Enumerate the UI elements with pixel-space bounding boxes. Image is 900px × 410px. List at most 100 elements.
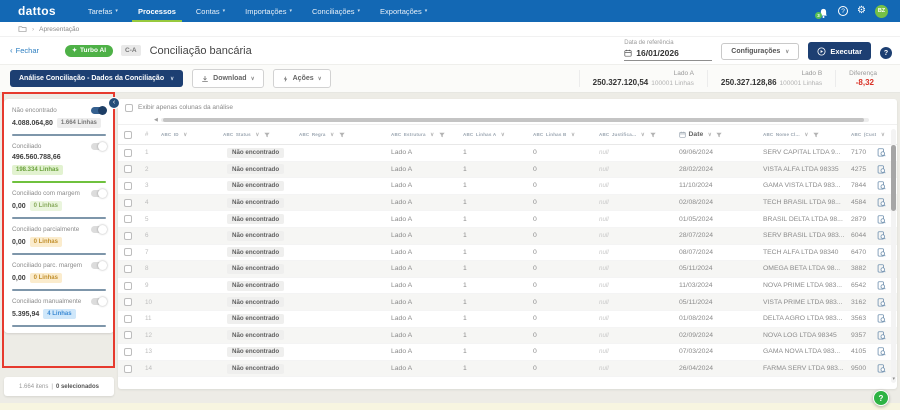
row-checkbox[interactable] <box>124 215 132 224</box>
table-row[interactable]: 13 Não encontrado Lado A 1 0 null 07/03/… <box>118 344 897 361</box>
row-checkbox[interactable] <box>124 165 132 174</box>
document-preview-icon[interactable] <box>877 148 886 157</box>
table-row[interactable]: 9 Não encontrado Lado A 1 0 null 11/03/2… <box>118 278 897 295</box>
nav-item[interactable]: Contas ▾ <box>186 0 235 22</box>
sort-chevron-icon[interactable]: ∨ <box>804 131 809 138</box>
vertical-scrollbar-thumb[interactable] <box>891 145 896 211</box>
column-header[interactable]: ABC Linhas A ∨ <box>460 132 530 138</box>
document-preview-icon[interactable] <box>877 331 886 340</box>
column-header[interactable]: ABC Nome Cl... ∨ <box>760 132 848 138</box>
table-row[interactable]: 12 Não encontrado Lado A 1 0 null 02/09/… <box>118 327 897 345</box>
toggle-switch[interactable] <box>91 225 107 234</box>
toggle-switch[interactable] <box>91 142 107 151</box>
document-preview-icon[interactable] <box>877 165 886 174</box>
sort-chevron-icon[interactable]: ∨ <box>183 131 188 138</box>
row-checkbox[interactable] <box>124 281 132 290</box>
hscroll-track[interactable] <box>160 118 869 122</box>
row-checkbox[interactable] <box>124 347 132 356</box>
toggle-switch[interactable] <box>91 189 107 198</box>
document-preview-icon[interactable] <box>877 281 886 290</box>
table-row[interactable]: 3 Não encontrado Lado A 1 0 null 11/10/2… <box>118 178 897 195</box>
nav-item[interactable]: Tarefas ▾ <box>78 0 128 22</box>
status-filter-item[interactable]: Conciliado parc. margem 0,00 0 Linhas <box>4 255 114 291</box>
sort-chevron-icon[interactable]: ∨ <box>500 131 506 138</box>
breadcrumb-item[interactable]: Apresentação <box>39 25 80 33</box>
column-header[interactable]: ABC Linhas B ∨ <box>530 132 596 138</box>
row-checkbox[interactable] <box>124 298 132 307</box>
document-preview-icon[interactable] <box>877 214 886 224</box>
filter-funnel-icon[interactable] <box>339 132 345 138</box>
show-analysis-columns-checkbox[interactable] <box>125 103 133 112</box>
table-row[interactable]: 1 Não encontrado Lado A 1 0 null 09/06/2… <box>118 145 897 162</box>
document-preview-icon[interactable] <box>877 231 886 240</box>
row-checkbox[interactable] <box>124 181 132 190</box>
vertical-scrollbar-track[interactable] <box>891 129 896 383</box>
date-input[interactable]: 16/01/2026 <box>624 48 713 61</box>
toggle-switch[interactable] <box>91 106 107 115</box>
document-preview-icon[interactable] <box>877 198 886 207</box>
table-row[interactable]: 8 Não encontrado Lado A 1 0 null 05/11/2… <box>118 261 897 278</box>
nav-item[interactable]: Exportações ▾ <box>370 0 437 22</box>
table-row[interactable]: 6 Não encontrado Lado A 1 0 null 28/07/2… <box>118 227 897 245</box>
gear-icon[interactable]: ⚙ <box>857 5 866 16</box>
toggle-switch[interactable] <box>91 261 107 270</box>
sidebar-collapse-button[interactable]: ‹ <box>108 97 120 109</box>
table-row[interactable]: 10 Não encontrado Lado A 1 0 null 05/11/… <box>118 294 897 311</box>
row-checkbox[interactable] <box>124 148 132 157</box>
document-preview-icon[interactable] <box>877 347 886 356</box>
row-checkbox[interactable] <box>124 314 132 323</box>
status-filter-item[interactable]: Conciliado com margem 0,00 0 Linhas <box>4 183 114 219</box>
filter-funnel-icon[interactable] <box>813 132 819 138</box>
actions-button[interactable]: Ações ∨ <box>272 69 331 88</box>
notifications-button[interactable]: 3 <box>815 6 829 19</box>
sort-chevron-icon[interactable]: ∨ <box>430 131 435 138</box>
document-preview-icon[interactable] <box>877 181 886 190</box>
row-checkbox[interactable] <box>124 264 132 273</box>
sort-chevron-icon[interactable]: ∨ <box>707 131 712 138</box>
sort-chevron-icon[interactable]: ∨ <box>570 131 576 138</box>
hscroll-thumb[interactable] <box>162 118 864 122</box>
filter-funnel-icon[interactable] <box>716 132 722 138</box>
column-header[interactable]: ABC ID ∨ <box>158 132 220 138</box>
column-header[interactable]: ABC Regra ∨ <box>296 132 388 138</box>
help-fab-button[interactable]: ? <box>873 390 889 406</box>
document-preview-icon[interactable] <box>877 364 886 373</box>
column-header[interactable]: ABC Status ∨ <box>220 132 296 138</box>
scroll-left-arrow[interactable]: ◀ <box>154 117 158 123</box>
row-checkbox[interactable] <box>124 364 132 373</box>
row-checkbox[interactable] <box>124 231 132 240</box>
row-checkbox[interactable] <box>124 248 132 257</box>
sort-chevron-icon[interactable]: ∨ <box>880 131 886 138</box>
analysis-view-dropdown[interactable]: Análise Conciliação - Dados da Conciliaç… <box>10 70 184 87</box>
table-row[interactable]: 14 Não encontrado Lado A 1 0 null 26/04/… <box>118 360 897 378</box>
column-header[interactable]: ABC Estrutura ∨ <box>388 132 460 138</box>
sort-chevron-icon[interactable]: ∨ <box>330 131 335 138</box>
column-header[interactable]: ABC Justifica... ∨ <box>596 132 676 138</box>
status-filter-item[interactable]: Conciliado manualmente 5.395,94 4 Linhas <box>4 291 114 327</box>
help-circle-button[interactable]: ? <box>880 47 892 59</box>
status-filter-item[interactable]: Conciliado parcialmente 0,00 0 Linhas <box>4 219 114 255</box>
help-button[interactable]: ? <box>838 6 849 16</box>
nav-item[interactable]: Processos ▾ <box>128 0 186 22</box>
download-button[interactable]: Download ∨ <box>192 69 264 88</box>
document-preview-icon[interactable] <box>877 314 886 323</box>
table-row[interactable]: 5 Não encontrado Lado A 1 0 null 01/05/2… <box>118 211 897 228</box>
table-row[interactable]: 7 Não encontrado Lado A 1 0 null 08/07/2… <box>118 245 897 262</box>
execute-button[interactable]: Executar <box>808 42 871 60</box>
settings-button[interactable]: Configurações ∨ <box>721 43 800 60</box>
column-header[interactable]: ABC (Cust ∨ <box>848 132 897 138</box>
filter-funnel-icon[interactable] <box>649 132 656 138</box>
nav-item[interactable]: Conciliações ▾ <box>302 0 370 22</box>
reference-date-field[interactable]: Data de referência 16/01/2026 <box>624 40 713 61</box>
status-filter-item[interactable]: Conciliado 496.560.788,66 198.334 Linhas <box>4 136 114 183</box>
row-checkbox[interactable] <box>124 331 132 340</box>
scroll-down-arrow[interactable]: ▾ <box>892 376 895 382</box>
sort-chevron-icon[interactable]: ∨ <box>255 131 260 138</box>
close-button[interactable]: ‹ Fechar <box>10 46 39 55</box>
document-preview-icon[interactable] <box>877 297 886 307</box>
select-all-checkbox[interactable] <box>124 130 132 139</box>
table-row[interactable]: 11 Não encontrado Lado A 1 0 null 01/08/… <box>118 311 897 328</box>
avatar[interactable]: BZ <box>875 4 888 18</box>
document-preview-icon[interactable] <box>877 264 886 273</box>
toggle-switch[interactable] <box>91 297 107 306</box>
